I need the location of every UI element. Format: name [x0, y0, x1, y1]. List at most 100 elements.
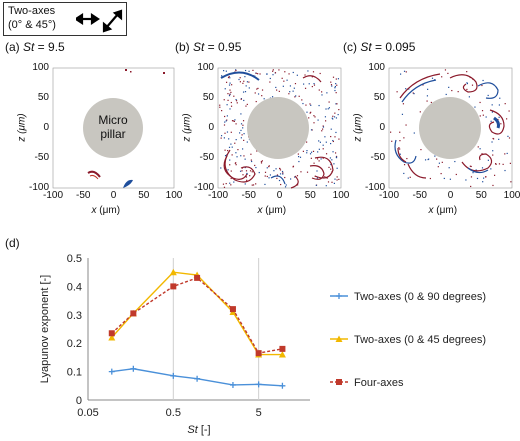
particle — [225, 81, 228, 83]
particle — [246, 103, 248, 106]
particle — [479, 101, 481, 104]
particle — [485, 116, 487, 118]
particle — [437, 166, 439, 168]
particle — [246, 81, 249, 83]
particle — [280, 183, 282, 186]
particle — [245, 170, 248, 172]
particle — [333, 182, 335, 184]
panel-c: (c) St = 0.095 — [340, 38, 520, 228]
particle — [403, 137, 405, 139]
particle-trail — [270, 175, 286, 185]
particle — [321, 128, 324, 130]
axis-arrows-icon — [76, 9, 123, 33]
particle — [457, 91, 459, 93]
x-tick-label: 0.5 — [166, 407, 181, 419]
particle — [509, 162, 511, 164]
particle — [482, 181, 484, 183]
y-tick-label: 0 — [208, 122, 214, 133]
particle — [336, 167, 338, 169]
particle — [226, 131, 229, 133]
particle — [466, 82, 469, 85]
particle — [248, 81, 250, 83]
particle — [321, 91, 323, 93]
particle — [272, 70, 274, 72]
particle — [234, 119, 236, 121]
particle — [268, 166, 270, 168]
particle — [331, 85, 333, 87]
particle — [278, 90, 280, 92]
particle — [220, 135, 223, 137]
particle-trail — [309, 165, 325, 180]
particle — [334, 136, 336, 138]
particle — [229, 164, 231, 166]
particle — [325, 120, 327, 122]
particle — [328, 107, 331, 109]
particle — [483, 177, 485, 179]
particle — [282, 173, 284, 175]
particle — [302, 102, 304, 105]
particle — [454, 160, 456, 163]
y-tick-label: 0.4 — [67, 281, 82, 293]
particle — [239, 132, 241, 134]
particle — [338, 109, 340, 111]
x-tick-label: 100 — [332, 190, 350, 201]
particle — [327, 108, 329, 110]
particle-trail — [401, 79, 437, 103]
particle — [335, 103, 337, 105]
particle — [438, 162, 440, 164]
particle — [317, 151, 319, 153]
particle — [468, 96, 470, 98]
particle — [335, 131, 337, 134]
particle — [258, 171, 260, 174]
particle — [289, 85, 292, 87]
particle — [424, 159, 427, 161]
data-point — [229, 306, 236, 313]
particle — [268, 177, 270, 179]
particle — [304, 87, 307, 89]
particle — [508, 137, 511, 139]
y-tick-label: -100 — [194, 182, 215, 193]
particle — [332, 139, 334, 142]
particle — [510, 181, 512, 183]
particle — [227, 149, 229, 152]
particle — [332, 115, 334, 117]
particle — [481, 167, 484, 169]
legend-label: Two-axes (0 & 45 degrees) — [354, 334, 486, 346]
y-tick-label: -50 — [199, 152, 214, 163]
particle — [403, 172, 405, 175]
particle — [282, 85, 284, 87]
particle — [229, 182, 231, 184]
particle — [336, 176, 338, 178]
particle-trail — [302, 75, 322, 83]
particle — [325, 141, 327, 143]
particle — [279, 169, 282, 171]
particle — [504, 169, 506, 172]
particle — [308, 117, 310, 119]
particle — [320, 158, 322, 160]
particle — [250, 153, 252, 155]
particle — [241, 134, 243, 136]
particle — [316, 177, 319, 179]
particle — [297, 153, 299, 155]
y-tick-label: -100 — [365, 182, 386, 193]
particle — [271, 96, 274, 98]
particle — [332, 118, 334, 120]
particle — [429, 177, 431, 180]
particle — [243, 80, 245, 82]
particle — [248, 70, 250, 72]
particle — [318, 160, 320, 162]
particle — [427, 88, 429, 90]
particle — [274, 72, 277, 74]
particle — [231, 154, 233, 156]
y-axis-label: z (μm) — [181, 113, 193, 142]
particle — [474, 106, 476, 108]
particle — [498, 104, 500, 106]
particle — [229, 93, 231, 95]
particle — [406, 157, 408, 160]
particle — [261, 95, 263, 97]
data-point — [169, 268, 177, 276]
y-tick-label: -50 — [34, 152, 49, 163]
y-tick-label: 100 — [32, 62, 49, 73]
particle — [260, 162, 263, 164]
panel-b-plot — [217, 67, 342, 189]
